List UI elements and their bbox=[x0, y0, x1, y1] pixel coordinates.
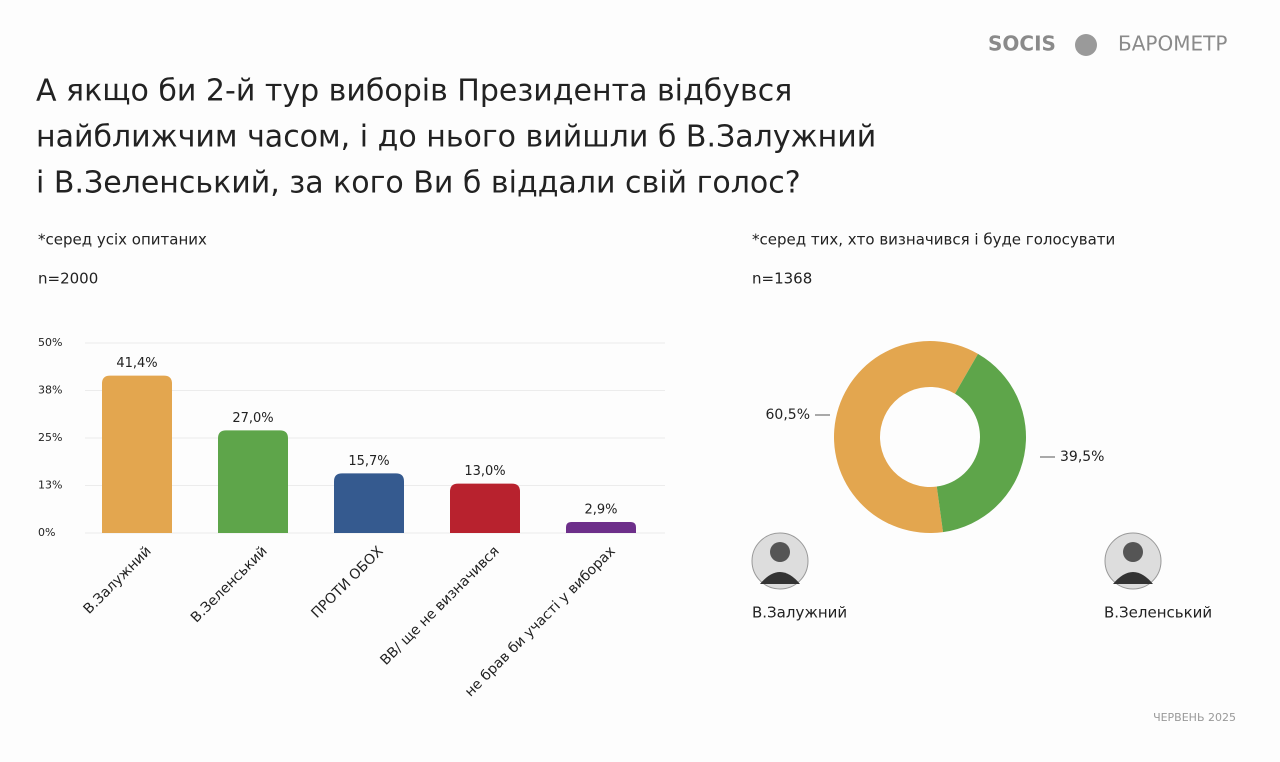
donut-slice bbox=[834, 341, 978, 533]
legend-label: В.Залужний bbox=[752, 604, 847, 622]
value-label: 27,0% bbox=[232, 411, 273, 426]
y-tick-label: 38% bbox=[38, 384, 62, 397]
sample-size: n=2000 bbox=[38, 270, 98, 288]
title-line: А якщо би 2-й тур виборів Президента від… bbox=[36, 74, 792, 109]
value-label: 13,0% bbox=[464, 464, 505, 479]
value-label: 2,9% bbox=[584, 502, 617, 517]
bar bbox=[334, 473, 404, 533]
logo-icon bbox=[1075, 34, 1097, 56]
bar bbox=[218, 430, 288, 533]
subtitle: *серед усіх опитаних bbox=[38, 231, 207, 249]
donut-slice bbox=[936, 353, 1026, 533]
title-line: найближчим часом, і до нього вийшли б В.… bbox=[36, 120, 876, 155]
logo: SOCIS bbox=[988, 32, 1056, 56]
bar bbox=[450, 483, 520, 533]
value-label: 60,5% bbox=[766, 407, 810, 423]
value-label: 15,7% bbox=[348, 454, 389, 469]
brand: БАРОМЕТР bbox=[1118, 32, 1227, 56]
title-line: і В.Зеленський, за кого Ви б віддали сві… bbox=[36, 166, 801, 201]
y-tick-label: 25% bbox=[38, 431, 62, 444]
subtitle: *серед тих, хто визначився і буде голосу… bbox=[752, 231, 1115, 249]
photo-zaluzhnyi bbox=[751, 532, 809, 590]
legend-label: В.Зеленський bbox=[1104, 604, 1212, 622]
bar bbox=[566, 521, 636, 533]
sample-size: n=1368 bbox=[752, 270, 812, 288]
y-tick-label: 50% bbox=[38, 336, 62, 349]
y-tick-label: 13% bbox=[38, 479, 62, 492]
footer: ЧЕРВЕНЬ 2025 bbox=[1153, 711, 1236, 724]
value-label: 41,4% bbox=[116, 356, 157, 371]
bar bbox=[102, 375, 172, 533]
photo-zelensky bbox=[1104, 532, 1162, 590]
y-tick-label: 0% bbox=[38, 526, 55, 539]
value-label: 39,5% bbox=[1060, 449, 1104, 465]
